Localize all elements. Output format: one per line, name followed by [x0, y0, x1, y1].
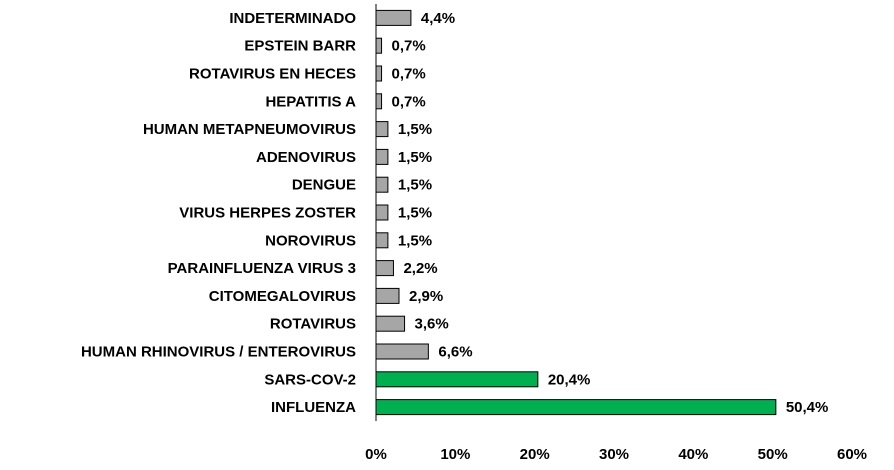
- category-label: ADENOVIRUS: [256, 149, 356, 166]
- bar: [375, 232, 389, 249]
- value-labels: 4,4% 0,7% 0,7% 0,7% 1,5% 1,5% 1,5% 1,5% 1,5% 2,2%…: [392, 10, 829, 416]
- bar: [375, 9, 412, 26]
- category-label: ROTAVIRUS: [270, 316, 356, 333]
- bars: [375, 9, 777, 416]
- value-label: 1,5%: [398, 149, 432, 166]
- x-tick-label: 40%: [678, 446, 708, 463]
- value-label: 1,5%: [398, 121, 432, 138]
- bar: [375, 204, 389, 221]
- category-label: SARS-COV-2: [264, 371, 356, 388]
- bar: [375, 121, 389, 138]
- x-tick-label: 10%: [440, 446, 470, 463]
- category-label: NOROVIRUS: [265, 232, 356, 249]
- x-tick-label: 50%: [758, 446, 788, 463]
- bar: [375, 37, 383, 54]
- value-label: 3,6%: [415, 316, 449, 333]
- value-label: 1,5%: [398, 205, 432, 222]
- bar: [375, 287, 400, 304]
- category-labels: INDETERMINADO EPSTEIN BARR ROTAVIRUS EN HE…: [81, 10, 356, 416]
- bar: [375, 65, 383, 82]
- value-label: 6,6%: [438, 344, 472, 361]
- category-label: HEPATITIS A: [265, 93, 356, 110]
- category-label: PARAINFLUENZA VIRUS 3: [168, 260, 356, 277]
- value-label: 4,4%: [421, 10, 455, 27]
- value-label: 2,9%: [409, 288, 443, 305]
- bar: [375, 399, 777, 416]
- x-tick-label: 30%: [599, 446, 629, 463]
- bar: [375, 315, 406, 332]
- category-label: CITOMEGALOVIRUS: [209, 288, 356, 305]
- value-label: 20,4%: [548, 371, 591, 388]
- bar: [375, 260, 394, 277]
- x-tick-labels: 0% 10% 20% 30% 40% 50% 60%: [365, 446, 867, 463]
- category-label: VIRUS HERPES ZOSTER: [179, 205, 356, 222]
- value-label: 0,7%: [392, 38, 426, 55]
- value-label: 0,7%: [392, 66, 426, 83]
- bar: [375, 343, 429, 360]
- category-label: INFLUENZA: [271, 399, 356, 416]
- x-tick-label: 0%: [365, 446, 387, 463]
- bar: [375, 176, 389, 193]
- category-label: EPSTEIN BARR: [244, 38, 356, 55]
- bar: [375, 371, 539, 388]
- value-label: 50,4%: [786, 399, 829, 416]
- category-label: DENGUE: [292, 177, 356, 194]
- category-label: HUMAN RHINOVIRUS / ENTEROVIRUS: [81, 344, 356, 361]
- category-label: INDETERMINADO: [229, 10, 356, 27]
- x-tick-label: 20%: [520, 446, 550, 463]
- bar: [375, 148, 389, 165]
- value-label: 1,5%: [398, 232, 432, 249]
- value-label: 1,5%: [398, 177, 432, 194]
- category-label: HUMAN METAPNEUMOVIRUS: [143, 121, 356, 138]
- x-tick-label: 60%: [837, 446, 867, 463]
- value-label: 2,2%: [403, 260, 437, 277]
- value-label: 0,7%: [392, 93, 426, 110]
- bar: [375, 93, 383, 110]
- category-label: ROTAVIRUS EN HECES: [189, 66, 356, 83]
